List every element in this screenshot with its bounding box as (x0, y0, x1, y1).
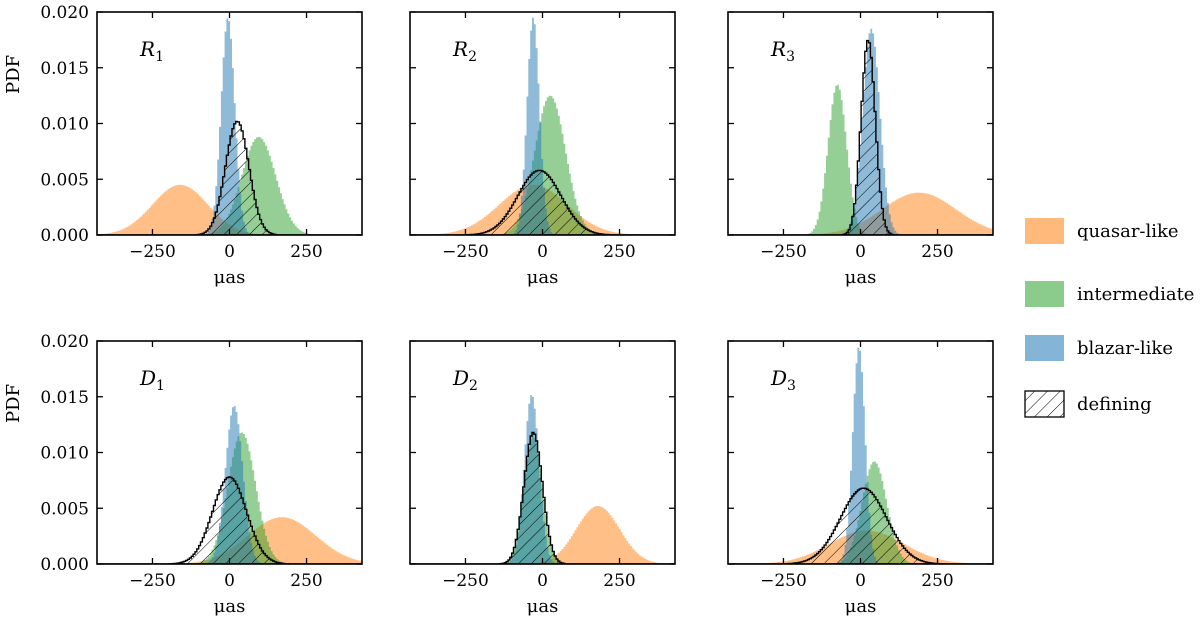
plot-area (97, 18, 362, 235)
hist-defining-outline (97, 120, 362, 235)
legend-label-defining: defining (1077, 394, 1152, 415)
y-tick-label: 0.005 (40, 170, 89, 190)
x-axis-label: μas (845, 267, 877, 288)
hist-defining-hatch (728, 488, 993, 564)
panel-label-letter: D (139, 366, 156, 390)
hist-defining-hatch (410, 170, 675, 235)
panel-label-subscript: 1 (156, 378, 165, 394)
y-tick-label: 0.010 (40, 444, 89, 464)
x-axis-label: μas (845, 596, 877, 617)
panel-D3: −250 0 250 μas D3 (727, 340, 994, 617)
x-tick-label: 0 (855, 242, 866, 262)
x-axis-label: μas (214, 267, 246, 288)
x-axis-label: μas (214, 596, 246, 617)
panel-grid: −250 0 250 0.000 0.005 0.010 0.015 0.020 μas PDF R… (3, 3, 994, 617)
x-tick-label: 0 (855, 571, 866, 591)
panel-label: R3 (770, 37, 795, 65)
y-tick-label: 0.000 (40, 226, 89, 246)
hist-defining-hatch (728, 40, 993, 235)
plot-area (97, 406, 362, 564)
panel-label-subscript: 2 (468, 49, 477, 65)
panel-label-letter: R (139, 37, 155, 61)
x-tick-label: 250 (603, 242, 635, 262)
y-axis-label: PDF (3, 384, 24, 423)
x-tick-label: 0 (224, 571, 235, 591)
panel-label-letter: R (452, 37, 468, 61)
hist-blazar-like (728, 347, 993, 564)
hist-defining-outline (410, 431, 675, 564)
x-axis-label: μas (527, 596, 559, 617)
panel-label-subscript: 1 (155, 49, 164, 65)
y-axis-label: PDF (3, 55, 24, 94)
panel-R1: −250 0 250 0.000 0.005 0.010 0.015 0.020 μas PDF R… (3, 3, 363, 288)
hist-defining-hatch (97, 477, 362, 564)
x-tick-label: 250 (603, 571, 635, 591)
legend-swatch-intermediate (1025, 281, 1064, 307)
plot-area (728, 347, 993, 564)
x-tick-label: −250 (760, 242, 807, 262)
x-tick-label: −250 (129, 571, 176, 591)
legend-swatch-defining (1024, 390, 1065, 418)
hist-quasar-like (97, 184, 362, 235)
hist-defining-outline (728, 39, 993, 235)
x-tick-label: 0 (537, 571, 548, 591)
panel-label-letter: R (770, 37, 786, 61)
plot-area (410, 395, 675, 564)
legend-label-blazar-like: blazar-like (1077, 338, 1173, 359)
hist-defining-hatch (410, 432, 675, 564)
hist-defining-outline (97, 476, 362, 564)
panel-D1: −250 0 250 0.000 0.005 0.010 0.015 0.020 μas PDF D… (3, 332, 363, 617)
panel-label-subscript: 3 (786, 49, 795, 65)
x-tick-label: −250 (129, 242, 176, 262)
x-tick-label: 0 (537, 242, 548, 262)
y-tick-label: 0.015 (40, 388, 89, 408)
legend-swatch-quasar-like (1025, 218, 1064, 244)
y-tick-label: 0.000 (40, 555, 89, 575)
x-tick-label: 250 (290, 242, 322, 262)
panel-label: D2 (452, 366, 478, 394)
y-tick-label: 0.010 (40, 115, 89, 135)
x-tick-label: −250 (760, 571, 807, 591)
y-tick-label: 0.005 (40, 499, 89, 519)
hist-quasar-like (410, 506, 675, 564)
panel-label-letter: D (452, 366, 469, 390)
plot-area (728, 28, 993, 235)
x-tick-label: −250 (442, 242, 489, 262)
panel-label: R1 (139, 37, 164, 65)
x-axis-label: μas (527, 267, 559, 288)
legend-swatch-blazar-like (1025, 335, 1064, 361)
hist-defining-hatch (97, 121, 362, 235)
panel-R2: −250 0 250 μas R2 (409, 11, 676, 288)
panel-label: D1 (139, 366, 165, 394)
y-tick-label: 0.020 (40, 332, 89, 352)
panel-D2: −250 0 250 μas D2 (409, 340, 676, 617)
panel-R3: −250 0 250 μas R3 (727, 11, 994, 288)
panel-label-letter: D (770, 366, 787, 390)
x-tick-label: 250 (921, 571, 953, 591)
panel-label: R2 (452, 37, 477, 65)
legend-label-intermediate: intermediate (1077, 284, 1194, 305)
panel-label-subscript: 2 (469, 378, 478, 394)
panel-label: D3 (770, 366, 796, 394)
hist-blazar-like (97, 18, 362, 235)
y-tick-label: 0.020 (40, 3, 89, 23)
x-tick-label: 0 (224, 242, 235, 262)
legend: quasar-like intermediate blazar-like defini… (1024, 218, 1194, 418)
x-tick-label: 250 (290, 571, 322, 591)
plot-area (410, 17, 675, 235)
hist-quasar-like (728, 192, 993, 235)
panel-label-subscript: 3 (787, 378, 796, 394)
x-tick-label: −250 (442, 571, 489, 591)
hist-quasar-like (97, 517, 362, 564)
y-tick-label: 0.015 (40, 59, 89, 79)
legend-label-quasar-like: quasar-like (1077, 221, 1179, 242)
x-tick-label: 250 (921, 242, 953, 262)
